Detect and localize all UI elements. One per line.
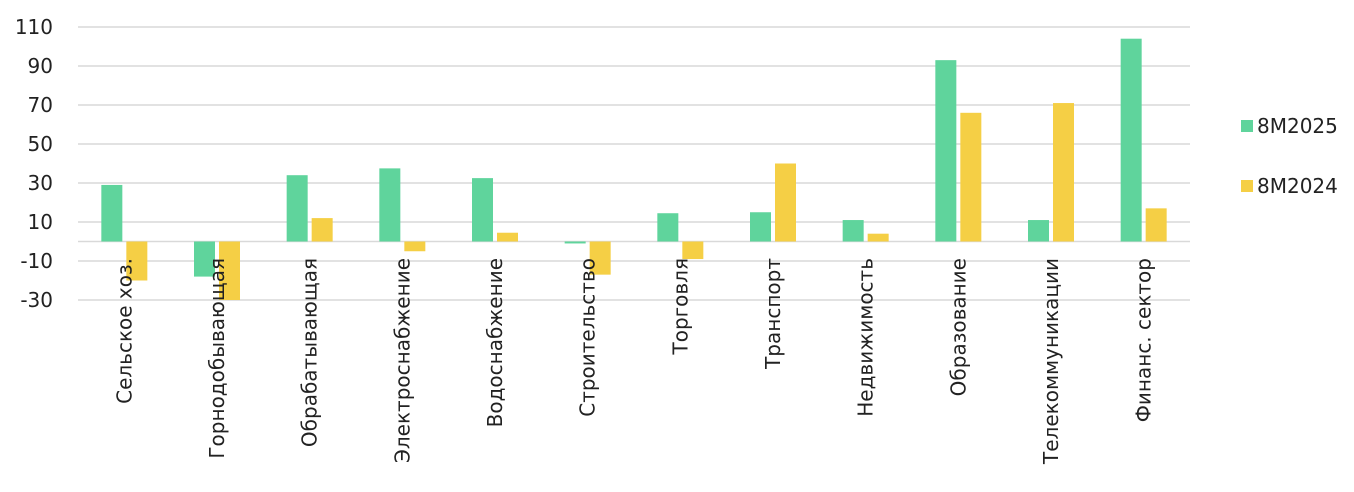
- legend-label-8m2025: 8M2025: [1257, 114, 1338, 138]
- bar-8m2025-11: [1120, 38, 1142, 242]
- category-label: Транспорт: [761, 258, 785, 370]
- y-axis-ticks: 110 90 70 50 30 10 -10 -30: [15, 15, 53, 312]
- bar-8m2024-1: [219, 241, 240, 300]
- bar-8m2025-1: [194, 241, 215, 277]
- category-label: Строительство: [576, 258, 600, 417]
- category-label: Образование: [946, 258, 970, 396]
- legend-swatch-8m2025: [1241, 120, 1253, 132]
- y-tick-label: 90: [28, 54, 53, 78]
- legend-label-8m2024: 8M2024: [1257, 174, 1338, 198]
- category-labels: Сельское хоз. Горнодобывающая Обрабатывающ…: [112, 258, 1155, 465]
- y-tick-label: 110: [15, 15, 53, 39]
- category-label: Сельское хоз.: [112, 258, 136, 404]
- bar-8m2025-4: [472, 178, 493, 242]
- bar-8m2024-6: [682, 241, 704, 260]
- gridlines: [78, 26, 1190, 301]
- bar-8m2025-2: [286, 175, 308, 242]
- category-label: Обрабатывающая: [298, 258, 322, 447]
- category-label: Телекоммуникации: [1039, 258, 1063, 465]
- bar-8m2024-7: [775, 163, 796, 242]
- category-label: Водоснабжение: [483, 258, 507, 427]
- category-label: Недвижимость: [854, 258, 878, 417]
- y-tick-label: 50: [28, 132, 53, 156]
- y-tick-label: 30: [28, 171, 53, 195]
- bar-8m2024-2: [311, 218, 333, 242]
- bar-8m2025-0: [101, 184, 123, 242]
- y-tick-label: 70: [28, 93, 53, 117]
- y-tick-label: -30: [20, 288, 53, 312]
- y-tick-label: 10: [28, 210, 53, 234]
- bar-8m2025-10: [1028, 220, 1049, 242]
- bars: [101, 38, 1167, 300]
- category-label: Финанс. сектор: [1132, 258, 1156, 422]
- bar-8m2024-0: [126, 241, 148, 281]
- category-label: Электроснабжение: [390, 258, 414, 463]
- bar-8m2024-5: [589, 241, 611, 275]
- bar-8m2024-11: [1145, 208, 1167, 242]
- bar-8m2024-4: [497, 232, 518, 242]
- bar-8m2025-6: [657, 213, 679, 242]
- bar-8m2024-8: [867, 233, 889, 242]
- category-label: Горнодобывающая: [205, 258, 229, 459]
- category-label: Торговля: [668, 258, 692, 356]
- bar-8m2025-9: [935, 60, 957, 242]
- y-tick-label: -10: [20, 249, 53, 273]
- bar-8m2025-7: [750, 212, 771, 242]
- bar-8m2024-10: [1053, 103, 1074, 242]
- bar-8m2025-8: [842, 220, 864, 242]
- bar-8m2025-3: [379, 168, 401, 242]
- bar-8m2024-3: [404, 241, 426, 252]
- legend: 8M2025 8M2024: [1241, 114, 1338, 198]
- legend-swatch-8m2024: [1241, 180, 1253, 192]
- bar-8m2025-5: [564, 241, 586, 244]
- bar-8m2024-9: [960, 112, 982, 242]
